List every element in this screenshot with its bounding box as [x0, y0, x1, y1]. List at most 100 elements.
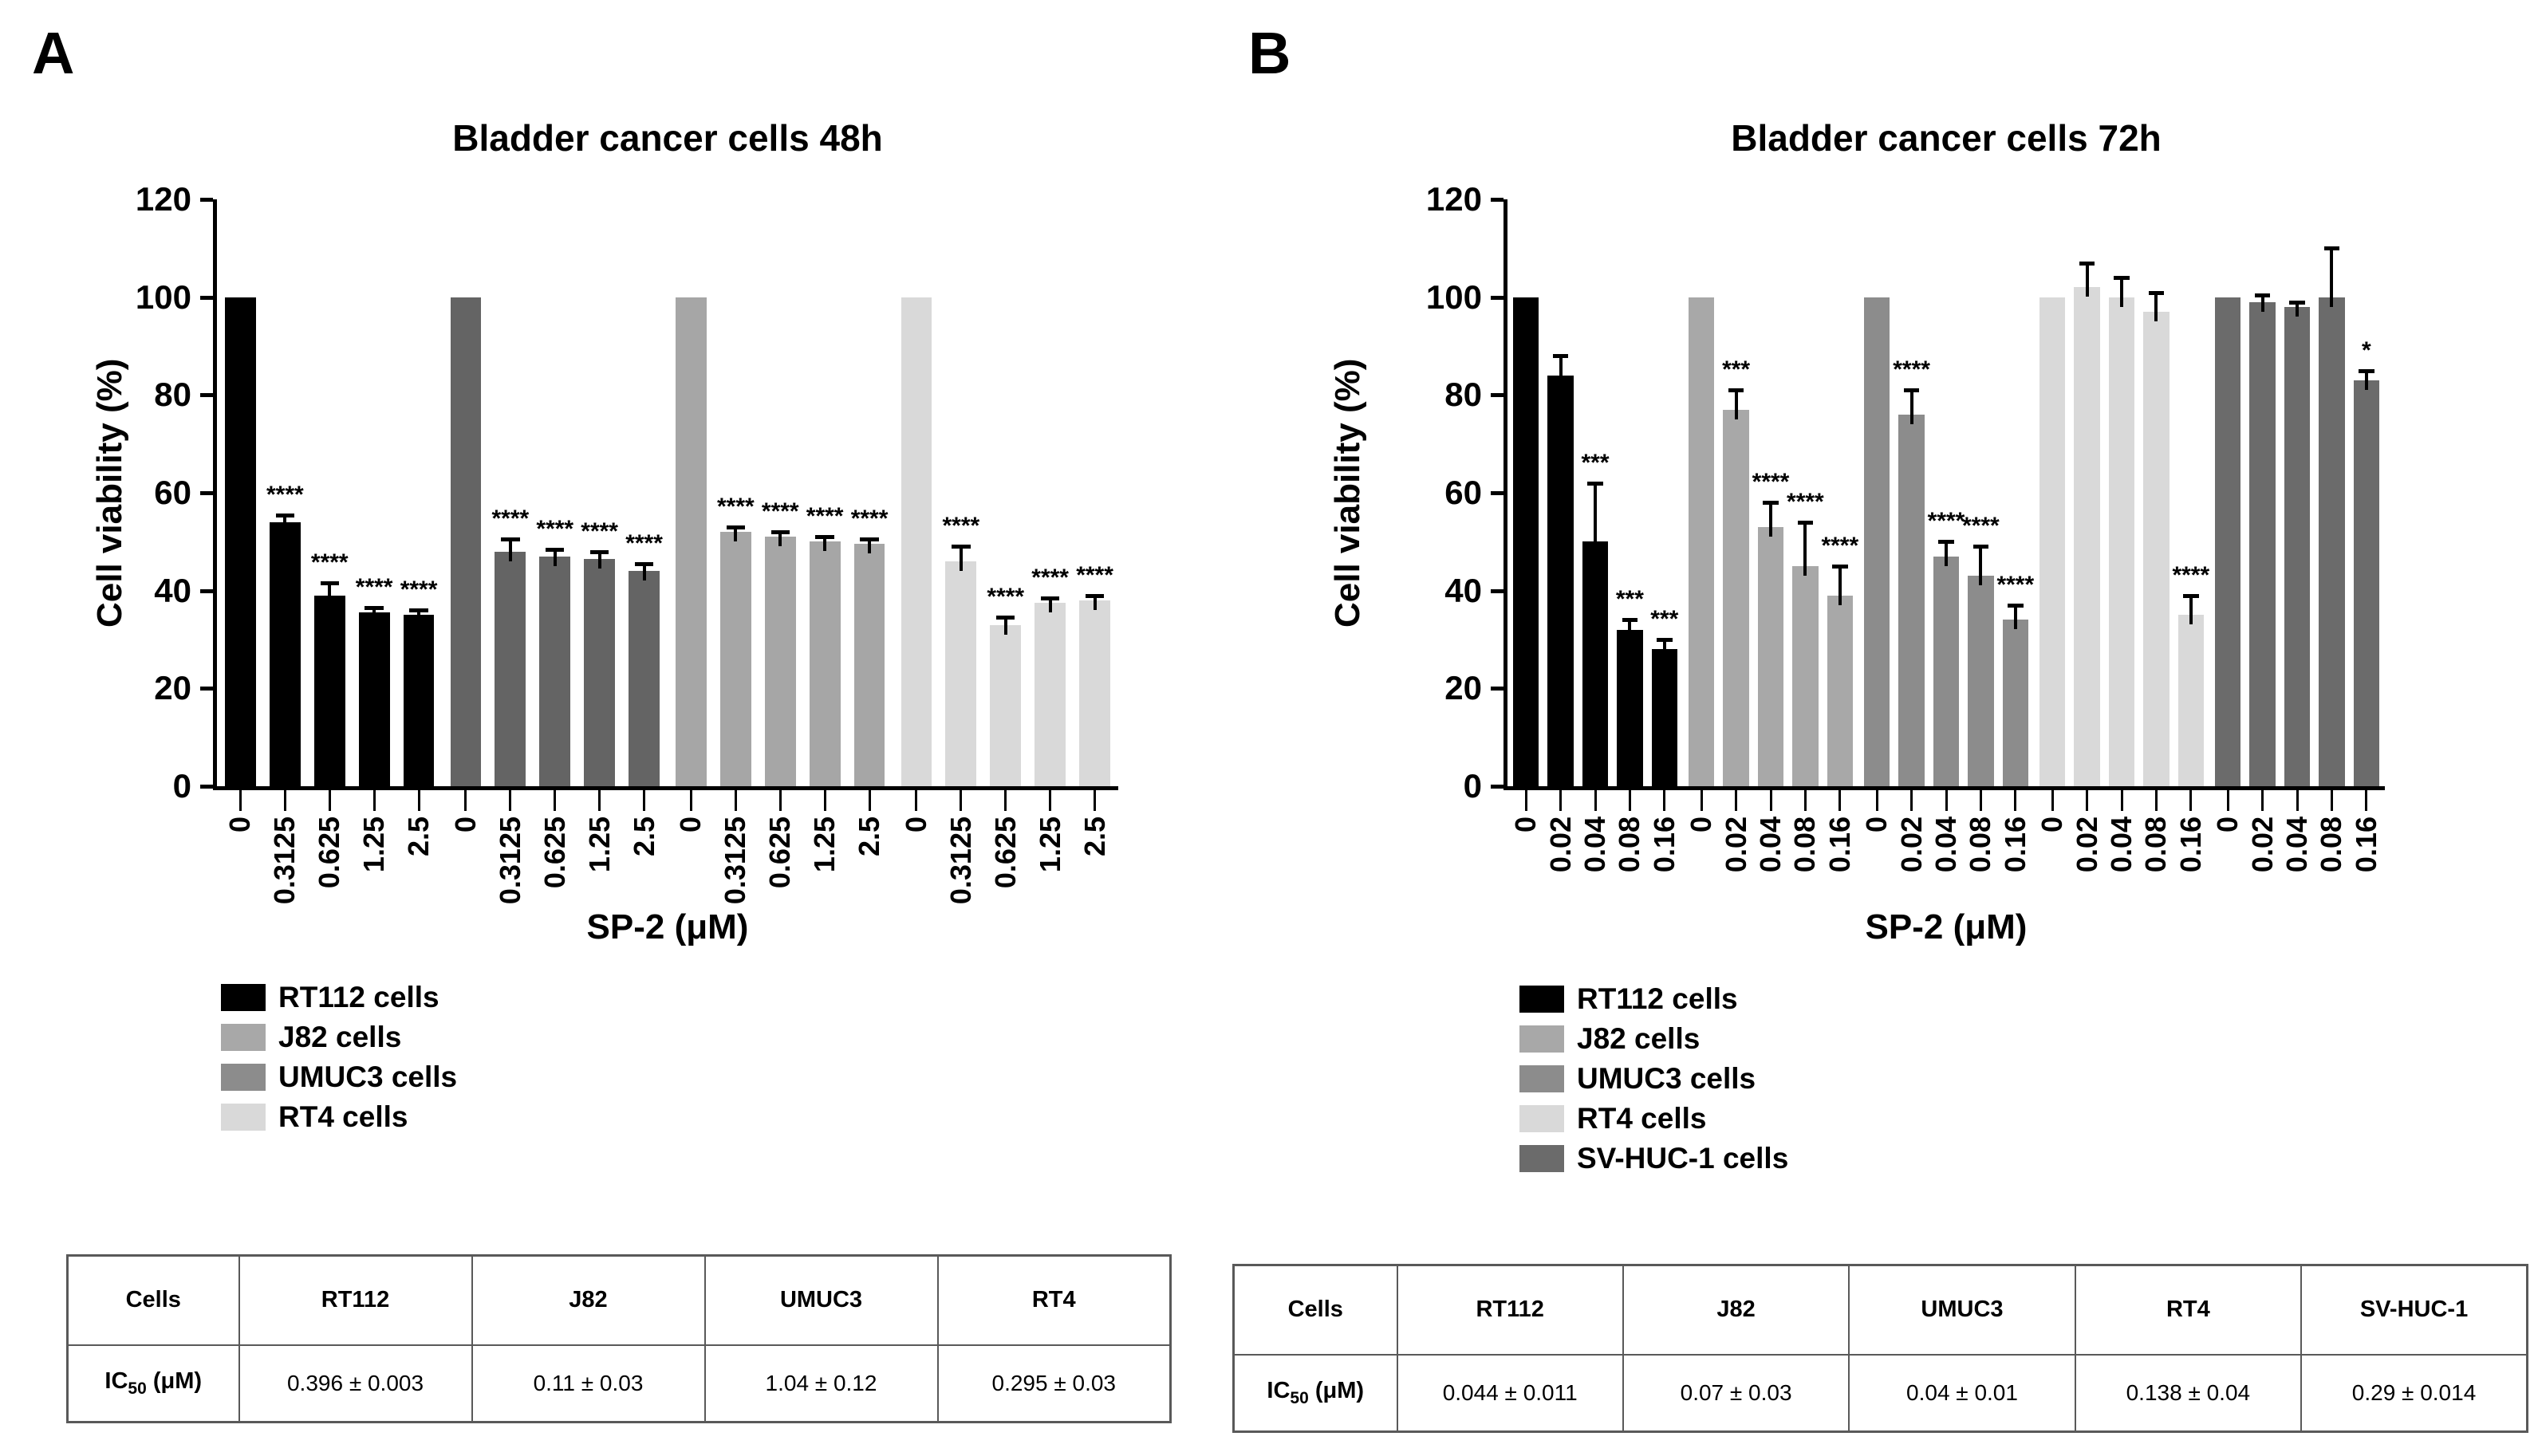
ic50-label-base: IC [1267, 1377, 1291, 1403]
significance-label: **** [1996, 572, 2035, 599]
table-value-cell: 0.138 ± 0.04 [2074, 1353, 2303, 1433]
bar [1079, 600, 1110, 786]
x-tick-label: 0.625 [538, 817, 571, 889]
x-tick-label: 0.08 [1613, 817, 1646, 873]
x-tick-label: 0.02 [1894, 817, 1928, 873]
panel-label-a: A [32, 20, 75, 86]
error-bar-cap [2079, 261, 2095, 266]
error-bar [1945, 541, 1948, 566]
legend-item: UMUC3 cells [1519, 1059, 1788, 1099]
y-tick-label: 80 [154, 376, 191, 414]
legend-item: SV-HUC-1 cells [1519, 1139, 1788, 1179]
bar [1582, 541, 1609, 786]
error-bar-cap [2254, 293, 2271, 297]
error-bar-cap [1552, 354, 1569, 359]
significance-label: **** [310, 549, 349, 576]
x-tick-label: 0.02 [1543, 817, 1577, 873]
table-value-cell: 0.295 ± 0.03 [936, 1344, 1172, 1423]
x-tick-label: 0.04 [2105, 817, 2138, 873]
bar [2353, 380, 2379, 786]
bar [901, 297, 932, 786]
error-bar-cap [1657, 638, 1673, 642]
table-value-cell: 0.29 ± 0.014 [2300, 1353, 2528, 1433]
error-bar-cap [2359, 368, 2374, 373]
error-bar [868, 539, 872, 554]
error-bar [2260, 294, 2264, 312]
y-axis-line [1503, 199, 1507, 790]
error-bar [1559, 356, 1563, 385]
significance-label: *** [1581, 449, 1610, 476]
x-tick-mark [1838, 790, 1842, 811]
table-header-cell: J82 [1622, 1264, 1850, 1356]
x-tick-label: 0.08 [1964, 817, 1997, 873]
y-tick-mark [1491, 393, 1503, 398]
x-tick-mark [509, 790, 512, 811]
error-bar [2085, 262, 2089, 297]
x-tick-label: 0 [1860, 817, 1894, 833]
table-row-label: IC50 (μM) [1232, 1353, 1398, 1433]
error-bar [1048, 597, 1052, 612]
x-tick-label: 0.625 [763, 817, 797, 889]
error-bar [734, 526, 738, 542]
significance-label: **** [491, 506, 530, 533]
error-bar-cap [1832, 565, 1848, 569]
bar [1689, 297, 1715, 786]
x-tick-mark [2261, 790, 2264, 811]
error-bar-cap [952, 545, 971, 549]
x-tick-mark [1663, 790, 1666, 811]
legend-label: RT4 cells [278, 1100, 408, 1133]
x-tick-mark [2154, 790, 2158, 811]
y-tick-label: 20 [154, 669, 191, 707]
significance-label: *** [1650, 606, 1679, 632]
x-axis-line [213, 786, 1118, 790]
ic50-label-unit: (μM) [1308, 1377, 1365, 1403]
error-bar-cap [2008, 604, 2024, 608]
x-tick-mark [1735, 790, 1738, 811]
legend-item: RT112 cells [1519, 979, 1788, 1019]
x-tick-label: 0.3125 [493, 817, 526, 905]
x-tick-mark [417, 790, 420, 811]
bar [2002, 620, 2028, 786]
error-bar-cap [2148, 290, 2165, 295]
error-bar [2364, 370, 2368, 390]
bar [990, 624, 1022, 786]
significance-label: **** [1962, 513, 2000, 540]
x-axis-title-48h: SP-2 (μM) [586, 907, 749, 946]
x-tick-mark [1979, 790, 1982, 811]
error-bar-cap [770, 530, 790, 535]
significance-label: **** [716, 493, 755, 520]
table-header-cell: RT112 [1396, 1264, 1624, 1356]
x-tick-label: 0 [448, 817, 482, 833]
y-axis-title-72h: Cell viability (%) [1328, 358, 1367, 628]
x-tick-label: 1.25 [1033, 817, 1066, 873]
x-tick-label: 0.08 [2315, 817, 2348, 873]
bar [2177, 615, 2204, 786]
x-tick-label: 0 [674, 817, 707, 833]
x-tick-mark [1700, 790, 1703, 811]
bar [719, 532, 751, 786]
bar [1898, 414, 1925, 786]
error-bar [959, 546, 963, 571]
legend-label: J82 cells [1577, 1022, 1701, 1055]
bar [1035, 603, 1066, 786]
x-tick-label: 2.5 [402, 817, 435, 857]
significance-label: **** [625, 529, 663, 557]
x-tick-mark [643, 790, 646, 811]
error-bar-cap [1728, 388, 1744, 393]
y-tick-mark [200, 785, 213, 789]
significance-label: *** [1615, 586, 1644, 613]
y-tick-label: 40 [1444, 571, 1482, 609]
plot-area-72h: 0 20 40 60 80 100 120 0 0.02 *** 0.04 *** 0.08 *** 0.1… [1426, 180, 2385, 872]
x-tick-label: 0.08 [1788, 817, 1822, 873]
table-value-cell: 1.04 ± 0.12 [703, 1344, 939, 1423]
x-tick-mark [1524, 790, 1527, 811]
error-bar [2296, 301, 2299, 317]
x-tick-label: 0.04 [1754, 817, 1787, 873]
x-tick-mark [283, 790, 286, 811]
error-bar-cap [996, 616, 1015, 620]
bar [2215, 297, 2241, 786]
bar [2319, 297, 2345, 786]
y-tick-label: 0 [172, 767, 191, 805]
bar [1827, 595, 1853, 786]
